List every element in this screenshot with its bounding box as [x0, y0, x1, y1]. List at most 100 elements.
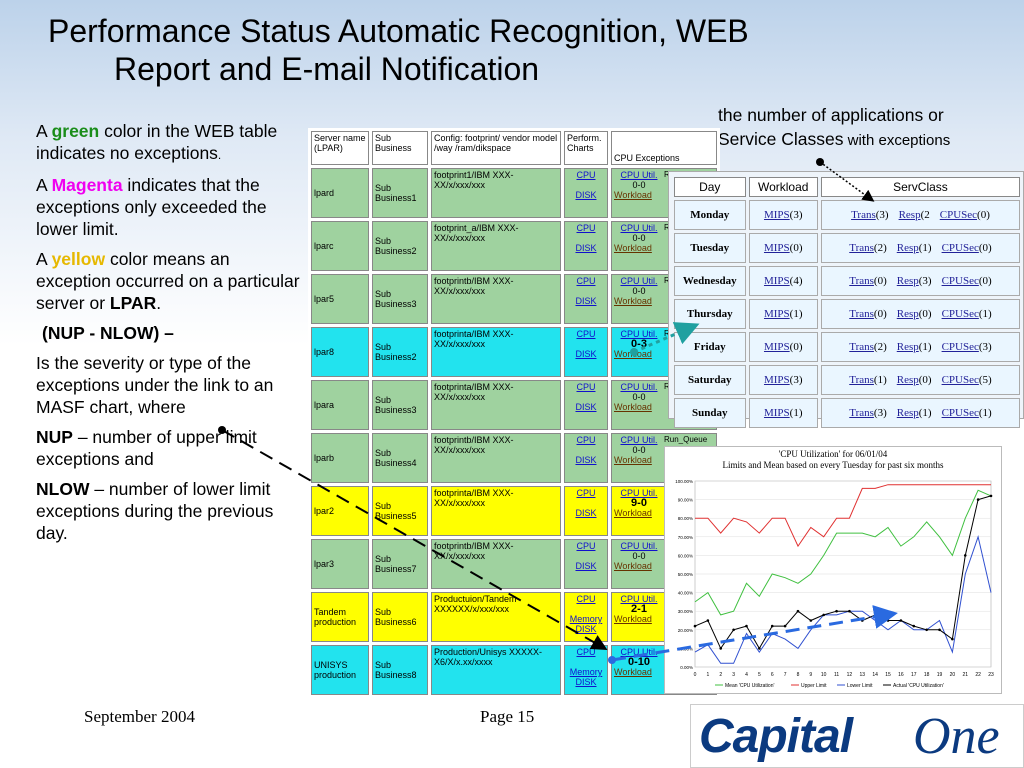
- cpu-util-link[interactable]: CPU Util.: [620, 594, 658, 604]
- day-name: Saturday: [674, 365, 746, 395]
- server-name: lpara: [311, 380, 369, 430]
- workload-link[interactable]: Workload: [614, 190, 652, 200]
- server-name: UNISYS production: [311, 645, 369, 695]
- trans-link[interactable]: Trans: [849, 242, 874, 254]
- day-workload-table: Day Workload ServClass Monday MIPS(3) Tran…: [671, 174, 1023, 431]
- cpusec-link[interactable]: CPUSec: [941, 407, 979, 419]
- trans-link[interactable]: Trans: [849, 308, 874, 320]
- exception-count[interactable]: 0-0: [632, 551, 646, 561]
- cpu-util-link[interactable]: CPU Util.: [620, 223, 658, 233]
- series-mean-line: [694, 489, 992, 616]
- exception-count[interactable]: 0-0: [632, 286, 646, 296]
- trans-link[interactable]: Trans: [849, 374, 874, 386]
- cpu-chart-link[interactable]: CPU: [576, 170, 596, 180]
- cpusec-link[interactable]: CPUSec: [941, 275, 979, 287]
- memory-chart-link[interactable]: Memory: [569, 667, 603, 677]
- mips-link[interactable]: MIPS: [763, 275, 790, 287]
- exception-count[interactable]: 0-0: [632, 180, 646, 190]
- perform-charts: CPU DISK: [564, 486, 608, 536]
- cpusec-link[interactable]: CPUSec: [941, 374, 979, 386]
- actual-point: [925, 628, 928, 632]
- cpusec-link[interactable]: CPUSec: [941, 341, 979, 353]
- y-tick-label: 50.00%: [678, 572, 693, 577]
- workload-link[interactable]: Workload: [614, 508, 652, 518]
- mips-link[interactable]: MIPS: [763, 374, 790, 386]
- trans-link[interactable]: Trans: [849, 275, 874, 287]
- workload-link[interactable]: Workload: [614, 561, 652, 571]
- cpu-chart-link[interactable]: CPU: [576, 435, 596, 445]
- workload-link[interactable]: Workload: [614, 667, 652, 677]
- servclass-cell: Trans(1) Resp(0) CPUSec(5): [820, 365, 1020, 395]
- workload-link[interactable]: Workload: [614, 296, 652, 306]
- nlow-explanation: NLOW – number of lower limit exceptions …: [36, 479, 274, 543]
- cpu-util-link[interactable]: CPU Util.: [620, 488, 658, 498]
- workload-link[interactable]: Workload: [614, 455, 652, 465]
- resp-link[interactable]: Resp: [896, 374, 919, 386]
- y-tick-label: 90.00%: [678, 498, 693, 503]
- disk-chart-link[interactable]: DISK: [575, 296, 597, 306]
- sub-business: Sub Business6: [372, 592, 428, 642]
- cpu-chart-link[interactable]: CPU: [576, 223, 596, 233]
- disk-chart-link[interactable]: DISK: [575, 561, 597, 571]
- cpu-util-link[interactable]: CPU Util.: [620, 435, 658, 445]
- x-tick-label: 16: [898, 672, 904, 678]
- memory-chart-link[interactable]: Memory: [569, 614, 603, 624]
- cpu-chart-link[interactable]: CPU: [576, 329, 596, 339]
- y-tick-label: 100.00%: [675, 479, 693, 484]
- mips-link[interactable]: MIPS: [763, 341, 790, 353]
- cpu-util-link[interactable]: CPU Util.: [620, 541, 658, 551]
- mips-link[interactable]: MIPS: [763, 407, 790, 419]
- resp-link[interactable]: Resp: [896, 341, 919, 353]
- cpu-util-link[interactable]: CPU Util.: [620, 382, 658, 392]
- disk-chart-link[interactable]: DISK: [575, 190, 597, 200]
- day-table-header: Day Workload ServClass: [674, 177, 1020, 197]
- workload-link[interactable]: Workload: [614, 614, 652, 624]
- disk-chart-link[interactable]: DISK: [575, 243, 597, 253]
- actual-point: [783, 624, 787, 628]
- cpu-util-link[interactable]: CPU Util.: [620, 170, 658, 180]
- legend-entry: Actual 'CPU Utilization': [893, 683, 944, 689]
- cpusec-link[interactable]: CPUSec: [941, 242, 979, 254]
- exception-count[interactable]: 0-10: [627, 656, 651, 668]
- servclass-cell: Trans(2) Resp(1) CPUSec(0): [820, 233, 1020, 263]
- disk-chart-link[interactable]: DISK: [575, 508, 597, 518]
- cpu-chart-link[interactable]: CPU: [576, 488, 596, 498]
- exception-count[interactable]: 0-3: [631, 338, 647, 350]
- exception-count[interactable]: 0-0: [632, 392, 646, 402]
- workload-link[interactable]: Workload: [614, 243, 652, 253]
- resp-link[interactable]: Resp: [898, 209, 921, 221]
- server-name: lpar5: [311, 274, 369, 324]
- cpu-chart-link[interactable]: CPU: [576, 382, 596, 392]
- resp-link[interactable]: Resp: [896, 308, 919, 320]
- resp-link[interactable]: Resp: [896, 242, 919, 254]
- cpu-util-link[interactable]: CPU Util.: [620, 276, 658, 286]
- disk-chart-link[interactable]: DISK: [575, 402, 597, 412]
- run-queue-link[interactable]: Run_Queue: [664, 435, 708, 444]
- mips-link[interactable]: MIPS: [763, 209, 790, 221]
- cpu-utilization-chart: 'CPU Utilization' for 06/01/04 Limits and…: [664, 446, 1002, 694]
- mips-link[interactable]: MIPS: [763, 308, 790, 320]
- perform-charts: CPU Memory DISK: [564, 592, 608, 642]
- cpusec-link[interactable]: CPUSec: [939, 209, 978, 221]
- trans-link[interactable]: Trans: [851, 209, 876, 221]
- exception-count[interactable]: 0-0: [632, 445, 646, 455]
- exception-count[interactable]: 9-0: [631, 497, 647, 509]
- workload-link[interactable]: Workload: [614, 402, 652, 412]
- disk-chart-link[interactable]: DISK: [575, 677, 597, 687]
- disk-chart-link[interactable]: DISK: [575, 349, 597, 359]
- trans-link[interactable]: Trans: [849, 341, 874, 353]
- resp-link[interactable]: Resp: [896, 275, 919, 287]
- exception-count[interactable]: 0-0: [632, 233, 646, 243]
- disk-chart-link[interactable]: DISK: [575, 455, 597, 465]
- workload-link[interactable]: Workload: [614, 349, 652, 359]
- cpusec-link[interactable]: CPUSec: [941, 308, 979, 320]
- resp-link[interactable]: Resp: [896, 407, 919, 419]
- cpu-chart-link[interactable]: CPU: [576, 276, 596, 286]
- trans-link[interactable]: Trans: [849, 407, 874, 419]
- cpu-chart-link[interactable]: CPU: [576, 594, 596, 604]
- disk-chart-link[interactable]: DISK: [575, 624, 597, 634]
- cpu-chart-link[interactable]: CPU: [576, 647, 596, 657]
- mips-link[interactable]: MIPS: [763, 242, 790, 254]
- exception-count[interactable]: 2-1: [631, 603, 647, 615]
- cpu-chart-link[interactable]: CPU: [576, 541, 596, 551]
